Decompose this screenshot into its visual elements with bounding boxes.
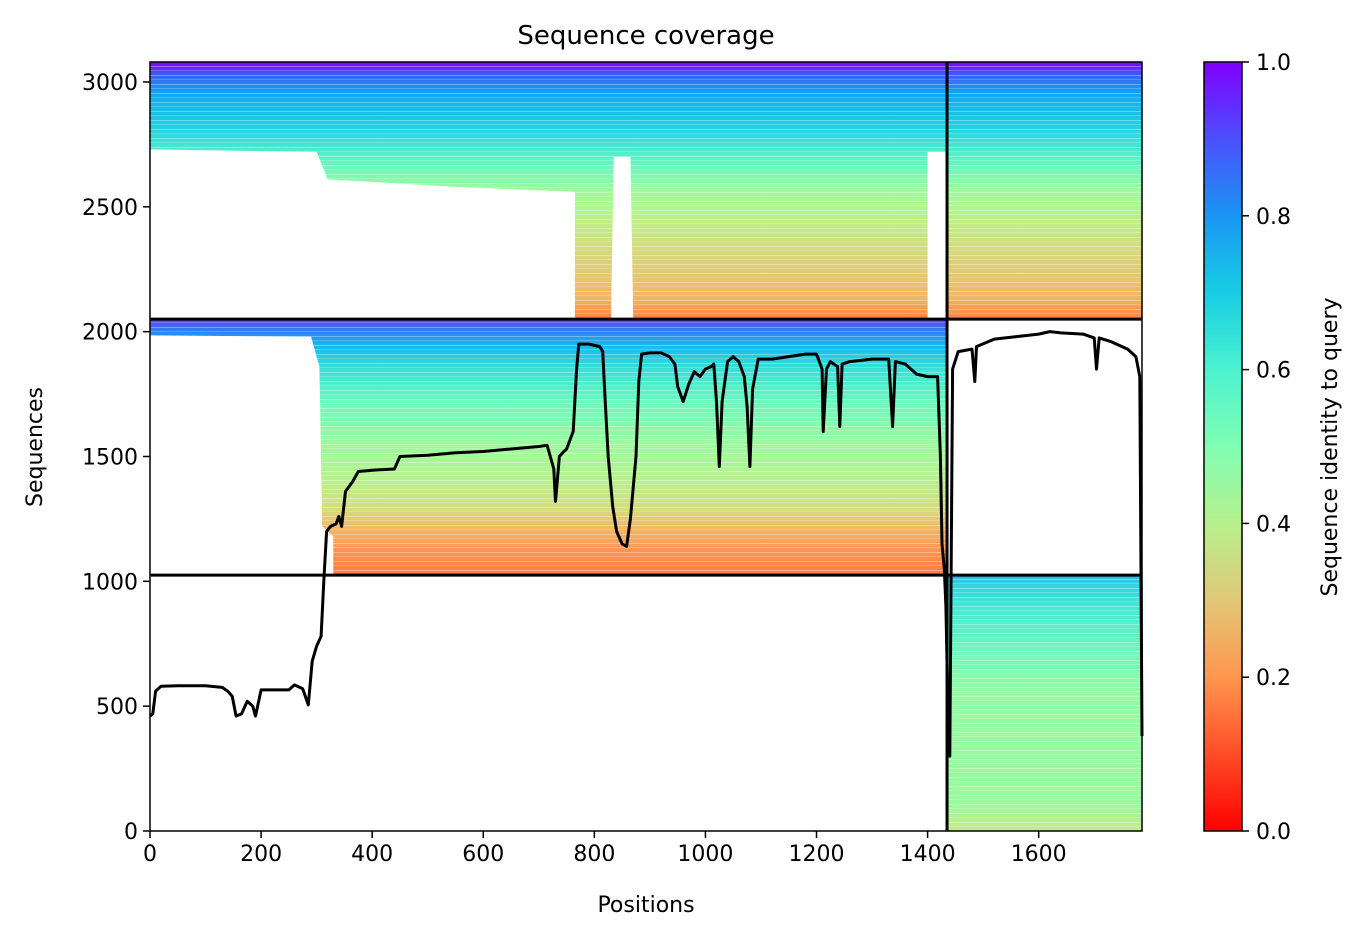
y-axis-label: Sequences <box>23 387 48 507</box>
x-tick-label: 1000 <box>677 842 733 867</box>
x-tick-label: 800 <box>573 842 615 867</box>
coverage-line <box>149 330 1144 758</box>
x-tick-label: 1400 <box>900 842 956 867</box>
x-tick-label: 400 <box>351 842 393 867</box>
y-tick-label: 0 <box>124 820 138 845</box>
colorbar-tick-label: 0.2 <box>1256 666 1291 691</box>
y-tick-label: 1000 <box>82 570 138 595</box>
x-tick-label: 1200 <box>789 842 845 867</box>
y-tick-label: 2500 <box>82 196 138 221</box>
colorbar-gradient <box>1203 61 1243 832</box>
plot-frame <box>149 61 1143 832</box>
colorbar-tick-label: 1.0 <box>1256 51 1291 76</box>
y-tick-label: 2000 <box>82 321 138 346</box>
colorbar: 0.0 0.2 0.4 0.6 0.8 1.0 Sequence identity to … <box>1203 51 1343 845</box>
colorbar-label: Sequence identity to query <box>1318 297 1343 596</box>
plot-area <box>150 62 1142 831</box>
x-tick-label: 200 <box>240 842 282 867</box>
x-axis-label: Positions <box>597 893 694 918</box>
colorbar-tick-label: 0.8 <box>1256 205 1291 230</box>
coverage-stripes <box>150 62 1142 831</box>
y-tick-label: 3000 <box>82 71 138 96</box>
chart-title: Sequence coverage <box>517 21 774 51</box>
x-tick-label: 0 <box>143 842 157 867</box>
colorbar-ticks: 0.0 0.2 0.4 0.6 0.8 1.0 <box>1242 51 1291 845</box>
y-axis: 0 500 1000 1500 2000 2500 3000 <box>82 71 150 845</box>
y-tick-label: 1500 <box>82 445 138 470</box>
stripes-group-3 <box>150 62 948 320</box>
colorbar-tick-label: 0.4 <box>1256 512 1291 537</box>
colorbar-tick-label: 0.0 <box>1256 820 1291 845</box>
x-tick-label: 1600 <box>1011 842 1067 867</box>
colorbar-tick-label: 0.6 <box>1256 359 1291 384</box>
x-axis: 0 200 400 600 800 1000 1200 1400 1600 <box>143 831 1067 867</box>
y-tick-label: 500 <box>96 695 138 720</box>
stripes-group-3-chain-b <box>947 62 1142 320</box>
x-tick-label: 600 <box>462 842 504 867</box>
stripes-group-1-chain-b <box>947 575 1142 831</box>
